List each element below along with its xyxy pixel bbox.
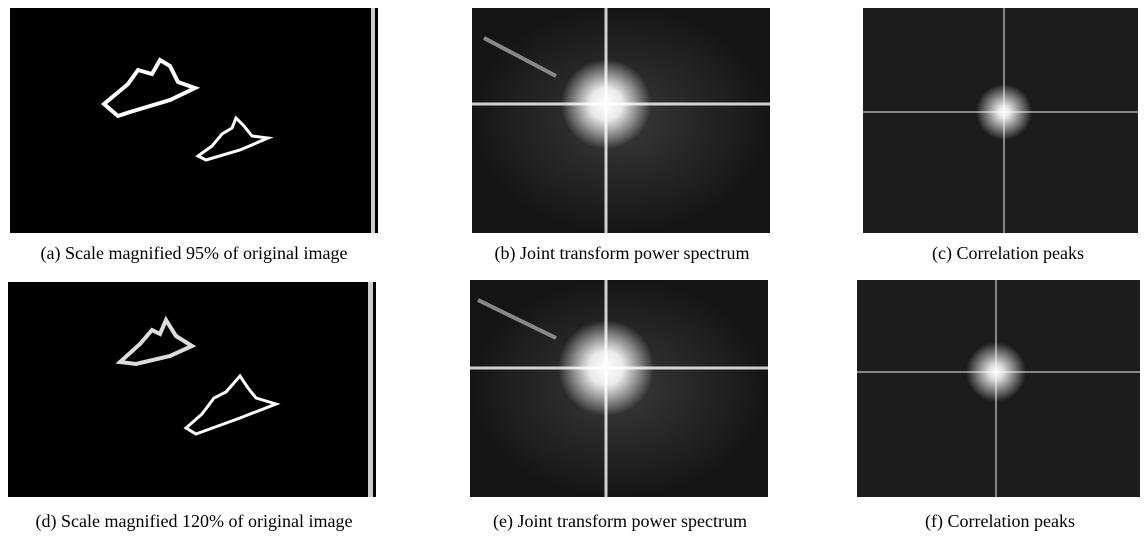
- edge: [371, 8, 375, 233]
- panel-d: (d) Scale magnified 120% of original ima…: [8, 282, 376, 532]
- figure: (a) Scale magnified 95% of original imag…: [0, 0, 1145, 536]
- caption: (e) Joint transform power spectrum: [493, 511, 747, 532]
- caption: (c) Correlation peaks: [932, 243, 1084, 264]
- caption: (b) Joint transform power spectrum: [495, 243, 750, 264]
- caption: (d) Scale magnified 120% of original ima…: [36, 511, 353, 532]
- panel-b: (b) Joint transform power spectrum: [472, 8, 770, 264]
- caption: (f) Correlation peaks: [925, 511, 1075, 532]
- panel-a: (a) Scale magnified 95% of original imag…: [10, 8, 378, 264]
- panel-f: (f) Correlation peaks: [857, 280, 1140, 532]
- edge: [368, 282, 373, 497]
- caption: (a) Scale magnified 95% of original imag…: [41, 243, 348, 264]
- image: [8, 282, 376, 497]
- image: [10, 8, 378, 233]
- panel-e: (e) Joint transform power spectrum: [470, 280, 768, 532]
- panel-c: (c) Correlation peaks: [863, 8, 1138, 264]
